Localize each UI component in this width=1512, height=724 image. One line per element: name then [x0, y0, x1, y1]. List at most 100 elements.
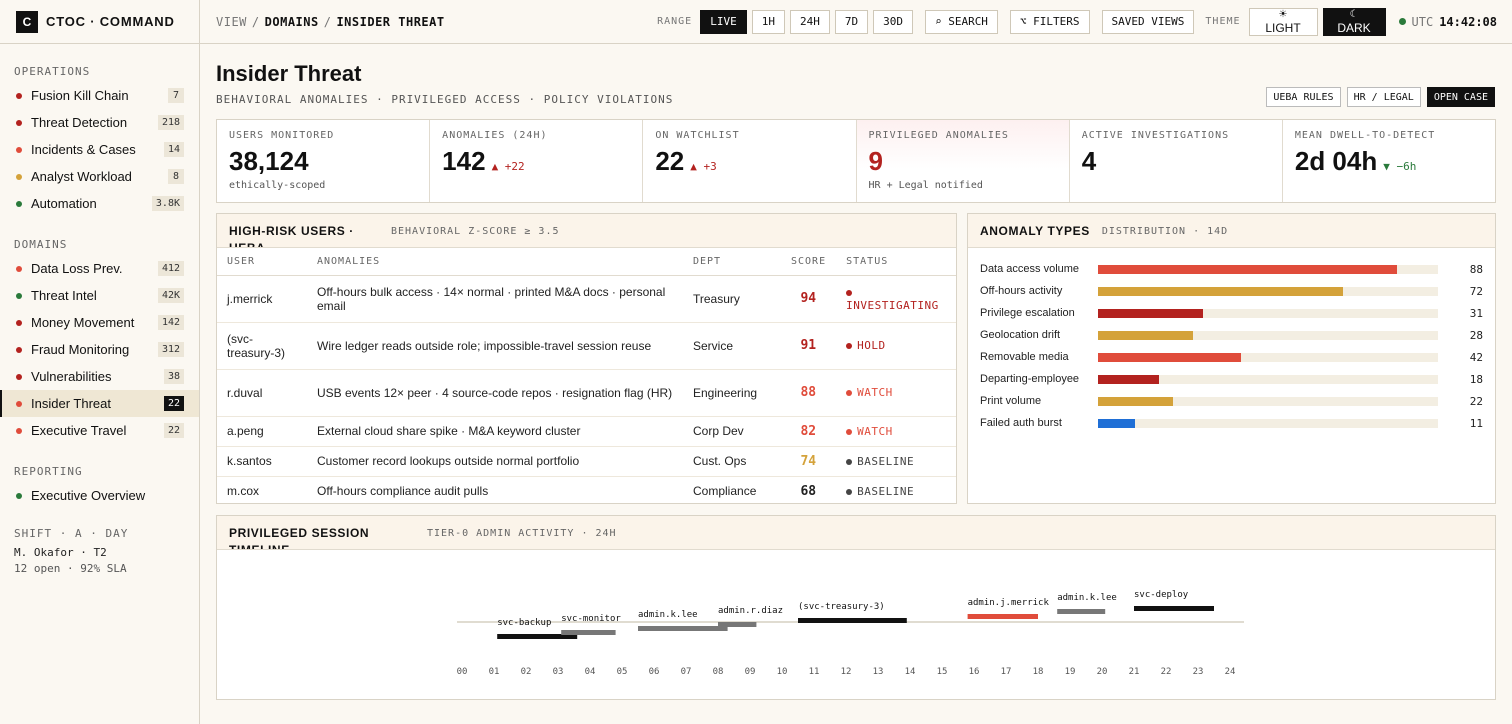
range-live-button[interactable]: LIVE	[700, 9, 747, 34]
kpi-card[interactable]: PRIVILEGED ANOMALIES 9 HR + Legal notified	[856, 120, 1070, 202]
kpi-card[interactable]: MEAN DWELL-TO-DETECT 2d 04h ▼ −6h	[1283, 120, 1495, 202]
col-user[interactable]: USER	[217, 248, 307, 276]
cell-dept: Cust. Ops	[683, 446, 781, 477]
kpi-value: 38,124	[229, 146, 309, 176]
breadcrumb-domains[interactable]: DOMAINS	[264, 14, 319, 29]
open-case-button[interactable]: OPEN CASE	[1426, 87, 1495, 107]
anomaly-bar-row[interactable]: Print volume 22	[980, 395, 1483, 408]
session-label: svc-deploy	[1134, 590, 1189, 600]
hour-tick-label: 08	[713, 667, 724, 677]
sidebar-item-label: Executive Travel	[31, 423, 127, 438]
sidebar-item-automation[interactable]: Automation 3.8K	[0, 190, 199, 217]
session-bar[interactable]	[638, 626, 728, 631]
col-status[interactable]: STATUS	[836, 248, 956, 276]
session-bar[interactable]	[497, 634, 578, 639]
col-dept[interactable]: DEPT	[683, 248, 781, 276]
kpi-delta: ▲ +22	[491, 160, 525, 173]
anomaly-bar-row[interactable]: Geolocation drift 28	[980, 329, 1483, 342]
status-dot-icon	[16, 200, 22, 207]
anomaly-bar-row[interactable]: Failed auth burst 11	[980, 417, 1483, 430]
col-score[interactable]: SCORE	[781, 248, 837, 276]
sidebar-item-count: 3.8K	[151, 196, 184, 211]
anomaly-bar	[1098, 352, 1241, 362]
status-label: WATCH	[857, 386, 893, 399]
hour-tick-label: 17	[1001, 667, 1012, 677]
table-row[interactable]: j.merrick Off-hours bulk access · 14× nor…	[217, 275, 956, 323]
cell-status: BASELINE	[836, 476, 956, 503]
sidebar-item-count: 142	[157, 315, 184, 330]
sidebar-item-threat-intel[interactable]: Threat Intel 42K	[0, 282, 199, 309]
anomaly-bar-row[interactable]: Data access volume 88	[980, 263, 1483, 276]
search-button[interactable]: ⌕ SEARCH	[924, 9, 998, 34]
kpi-value-row: 4	[1082, 146, 1270, 177]
sidebar-item-fraud-monitoring[interactable]: Fraud Monitoring 312	[0, 336, 199, 363]
session-bar[interactable]	[1134, 606, 1214, 611]
anomaly-bar-row[interactable]: Removable media 42	[980, 351, 1483, 364]
table-row[interactable]: k.santos Customer record lookups outside …	[217, 446, 956, 477]
kpi-card[interactable]: ACTIVE INVESTIGATIONS 4	[1070, 120, 1283, 202]
col-anomalies[interactable]: ANOMALIES	[307, 248, 683, 276]
hour-tick-label: 09	[745, 667, 756, 677]
kpi-card[interactable]: ANOMALIES (24H) 142 ▲ +22	[430, 120, 644, 202]
anomaly-bar-track	[1098, 374, 1438, 384]
range-7d-button[interactable]: 7D	[834, 9, 869, 34]
table-row[interactable]: a.peng External cloud share spike · M&A k…	[217, 416, 956, 447]
anomaly-value: 72	[1469, 284, 1483, 298]
sidebar-item-executive-overview[interactable]: Executive Overview	[0, 482, 199, 509]
anomaly-bar-row[interactable]: Privilege escalation 31	[980, 307, 1483, 320]
kpi-card[interactable]: USERS MONITORED 38,124 ethically-scoped	[217, 120, 431, 202]
session-bar[interactable]	[967, 614, 1038, 619]
sidebar-item-insider-threat[interactable]: Insider Threat 22	[0, 390, 199, 417]
anomaly-bar-row[interactable]: Off-hours activity 72	[980, 284, 1483, 298]
ueba-rules-button[interactable]: UEBA RULES	[1266, 87, 1341, 107]
theme-dark-button[interactable]: ☾ DARK	[1322, 7, 1386, 36]
kpi-label: ANOMALIES (24H)	[442, 130, 548, 141]
live-indicator-icon	[1398, 18, 1406, 25]
table-row[interactable]: (svc-treasury-3) Wire ledger reads outsid…	[217, 322, 956, 370]
sidebar-item-label: Threat Detection	[31, 115, 128, 130]
kpi-value: 2d 04h	[1294, 146, 1378, 176]
filters-button[interactable]: ⌥ FILTERS	[1009, 9, 1090, 34]
kpi-card[interactable]: ON WATCHLIST 22 ▲ +3	[643, 120, 857, 202]
cell-score: 88	[781, 369, 837, 417]
hour-tick-label: 06	[649, 667, 660, 677]
high-risk-users-table: USER ANOMALIES DEPT SCORE STATUS j.merri…	[217, 248, 956, 503]
cell-anomalies: Off-hours bulk access · 14× normal · pri…	[307, 275, 683, 323]
anomaly-bar-row[interactable]: Departing-employee 18	[980, 373, 1483, 386]
status-dot-icon	[846, 390, 853, 396]
timeline-subtitle: TIER-0 ADMIN ACTIVITY · 24H	[427, 528, 617, 539]
anomaly-types-header: ANOMALY TYPES DISTRIBUTION · 14D	[968, 214, 1495, 248]
brand[interactable]: C CTOC · COMMAND	[0, 0, 199, 44]
kpi-value-row: 22 ▲ +3	[655, 146, 843, 177]
theme-light-button[interactable]: ☀ LIGHT	[1248, 7, 1318, 36]
sidebar-item-money-movement[interactable]: Money Movement 142	[0, 309, 199, 336]
table-row[interactable]: r.duval USB events 12× peer · 4 source-co…	[217, 369, 956, 417]
kpi-label: ON WATCHLIST	[655, 130, 740, 141]
sidebar-item-threat-detection[interactable]: Threat Detection 218	[0, 109, 199, 136]
session-bar[interactable]	[561, 630, 616, 635]
session-bar[interactable]	[798, 618, 907, 623]
table-row[interactable]: m.cox Off-hours compliance audit pulls Com…	[217, 476, 956, 503]
session-bar[interactable]	[718, 622, 757, 627]
range-24h-button[interactable]: 24H	[789, 9, 830, 34]
sidebar-item-executive-travel[interactable]: Executive Travel 22	[0, 417, 199, 444]
hr-legal-button[interactable]: HR / LEGAL	[1346, 87, 1421, 107]
sidebar-item-vulnerabilities[interactable]: Vulnerabilities 38	[0, 363, 199, 390]
anomaly-label: Geolocation drift	[980, 329, 1061, 341]
range-1h-button[interactable]: 1H	[751, 9, 785, 34]
anomaly-types-subtitle: DISTRIBUTION · 14D	[1101, 226, 1229, 237]
sidebar-item-incidents-cases[interactable]: Incidents & Cases 14	[0, 136, 199, 163]
session-bar[interactable]	[1057, 609, 1106, 614]
kpi-delta: ▲ +3	[690, 160, 717, 173]
sidebar-item-fusion-kill-chain[interactable]: Fusion Kill Chain 7	[0, 82, 199, 109]
status-label: WATCH	[857, 424, 893, 438]
kpi-value-row: 9	[869, 146, 1057, 177]
range-30d-button[interactable]: 30D	[873, 9, 913, 34]
sidebar-item-data-loss-prev[interactable]: Data Loss Prev. 412	[0, 255, 199, 282]
sidebar-item-analyst-workload[interactable]: Analyst Workload 8	[0, 163, 199, 190]
breadcrumb-view[interactable]: VIEW	[216, 14, 247, 29]
status-dot-icon	[846, 289, 853, 296]
sidebar-section-title: OPERATIONS	[14, 65, 91, 78]
saved-views-button[interactable]: SAVED VIEWS	[1101, 9, 1195, 34]
session-label: admin.k.lee	[1057, 593, 1117, 603]
